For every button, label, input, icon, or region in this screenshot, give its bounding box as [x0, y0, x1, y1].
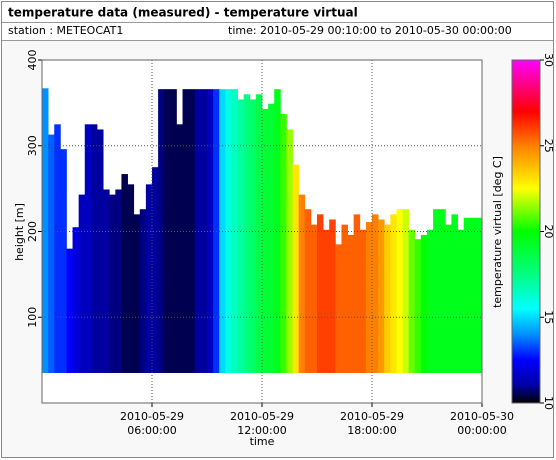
heat-cell	[255, 94, 263, 373]
station: station : METEOCAT1	[8, 24, 123, 37]
heat-cell	[304, 209, 312, 373]
chart-title: temperature data (measured) - temperatur…	[8, 6, 358, 20]
heat-cell	[335, 244, 342, 373]
heat-cell	[249, 99, 257, 373]
heat-cell	[323, 229, 330, 373]
heat-cell	[439, 209, 446, 373]
x-axis-label: time	[250, 435, 275, 448]
heat-cell	[298, 194, 306, 373]
x-tick-label: 18:00:00	[347, 424, 396, 437]
heat-cell	[378, 219, 385, 373]
colorbar-tick-label: 15	[542, 310, 555, 324]
colorbar-tick-label: 30	[542, 53, 555, 67]
colorbar-tick-label: 20	[542, 225, 555, 239]
heat-cell	[182, 89, 190, 373]
plot-border	[41, 59, 483, 404]
heat-cell	[139, 209, 147, 373]
heat-cell	[347, 234, 355, 373]
heat-cell	[433, 209, 440, 373]
heat-cell	[90, 124, 98, 373]
y-tick-label: 300	[26, 135, 39, 156]
time-range: time: 2010-05-29 00:10:00 to 2010-05-30 …	[228, 24, 512, 37]
heat-cell	[133, 214, 141, 373]
heat-cell	[463, 217, 471, 373]
heat-cell	[42, 88, 49, 373]
heat-cell	[353, 214, 361, 373]
heat-cell	[445, 224, 452, 373]
heat-cell	[341, 224, 348, 373]
heat-cell	[414, 239, 422, 373]
colorbar	[511, 59, 541, 404]
x-tick-label: 2010-05-29	[340, 410, 404, 423]
heat-cell	[176, 124, 183, 373]
heat-cell	[103, 189, 110, 373]
y-axis-label: height [m]	[13, 203, 26, 261]
heat-cell	[158, 89, 165, 373]
heat-cell	[97, 129, 104, 373]
heat-cell	[60, 149, 67, 373]
heat-cell	[359, 229, 367, 373]
heat-cell	[127, 184, 135, 373]
heat-cell	[243, 94, 251, 373]
heat-cell	[188, 89, 196, 373]
heat-cell	[84, 124, 92, 373]
heat-cell	[268, 103, 275, 373]
heat-cell	[396, 209, 403, 373]
heat-cell	[365, 222, 373, 373]
x-tick-label: 06:00:00	[127, 424, 176, 437]
heat-cell	[317, 214, 324, 373]
y-tick-label: 100	[26, 307, 39, 328]
heat-cell	[66, 248, 73, 373]
heat-cell	[170, 89, 177, 373]
heat-cell	[420, 234, 428, 373]
heat-cell	[402, 209, 410, 373]
heat-cell	[115, 189, 122, 373]
heat-cell	[390, 214, 397, 373]
x-tick-label: 00:00:00	[457, 424, 506, 437]
heat-cell	[121, 174, 128, 373]
heat-cell	[329, 219, 336, 373]
heat-cell	[384, 224, 391, 373]
heat-cell	[451, 214, 458, 373]
heat-cell	[292, 164, 300, 373]
heat-cell	[152, 167, 159, 373]
heat-cell	[280, 114, 287, 373]
heat-cell	[78, 194, 86, 373]
heat-cell	[427, 229, 434, 373]
heat-cell	[48, 134, 55, 373]
y-tick-label: 400	[26, 50, 39, 71]
heat-cell	[237, 99, 245, 373]
colorbar-tick-label: 10	[542, 396, 555, 410]
heat-cell	[457, 229, 465, 373]
heat-cell	[475, 217, 483, 373]
heat-cell	[372, 214, 379, 373]
x-tick-label: 2010-05-29	[230, 410, 294, 423]
heat-cell	[469, 217, 477, 373]
heat-cell	[274, 89, 281, 373]
heat-cell	[54, 124, 61, 373]
heat-cell	[145, 184, 153, 373]
x-tick-label: 2010-05-30	[450, 410, 514, 423]
heat-cell	[72, 227, 80, 373]
x-tick-label: 12:00:00	[237, 424, 286, 437]
y-tick-label: 200	[26, 221, 39, 242]
heat-cell	[262, 108, 269, 373]
heat-cell	[164, 89, 171, 373]
heat-cell	[109, 194, 116, 373]
x-tick-label: 2010-05-29	[120, 410, 184, 423]
colorbar-tick-label: 25	[542, 139, 555, 153]
colorbar-label: temperature virtual [deg C]	[491, 156, 504, 308]
heat-cell	[408, 229, 416, 373]
heat-cell	[286, 129, 293, 373]
heat-cell	[310, 224, 318, 373]
